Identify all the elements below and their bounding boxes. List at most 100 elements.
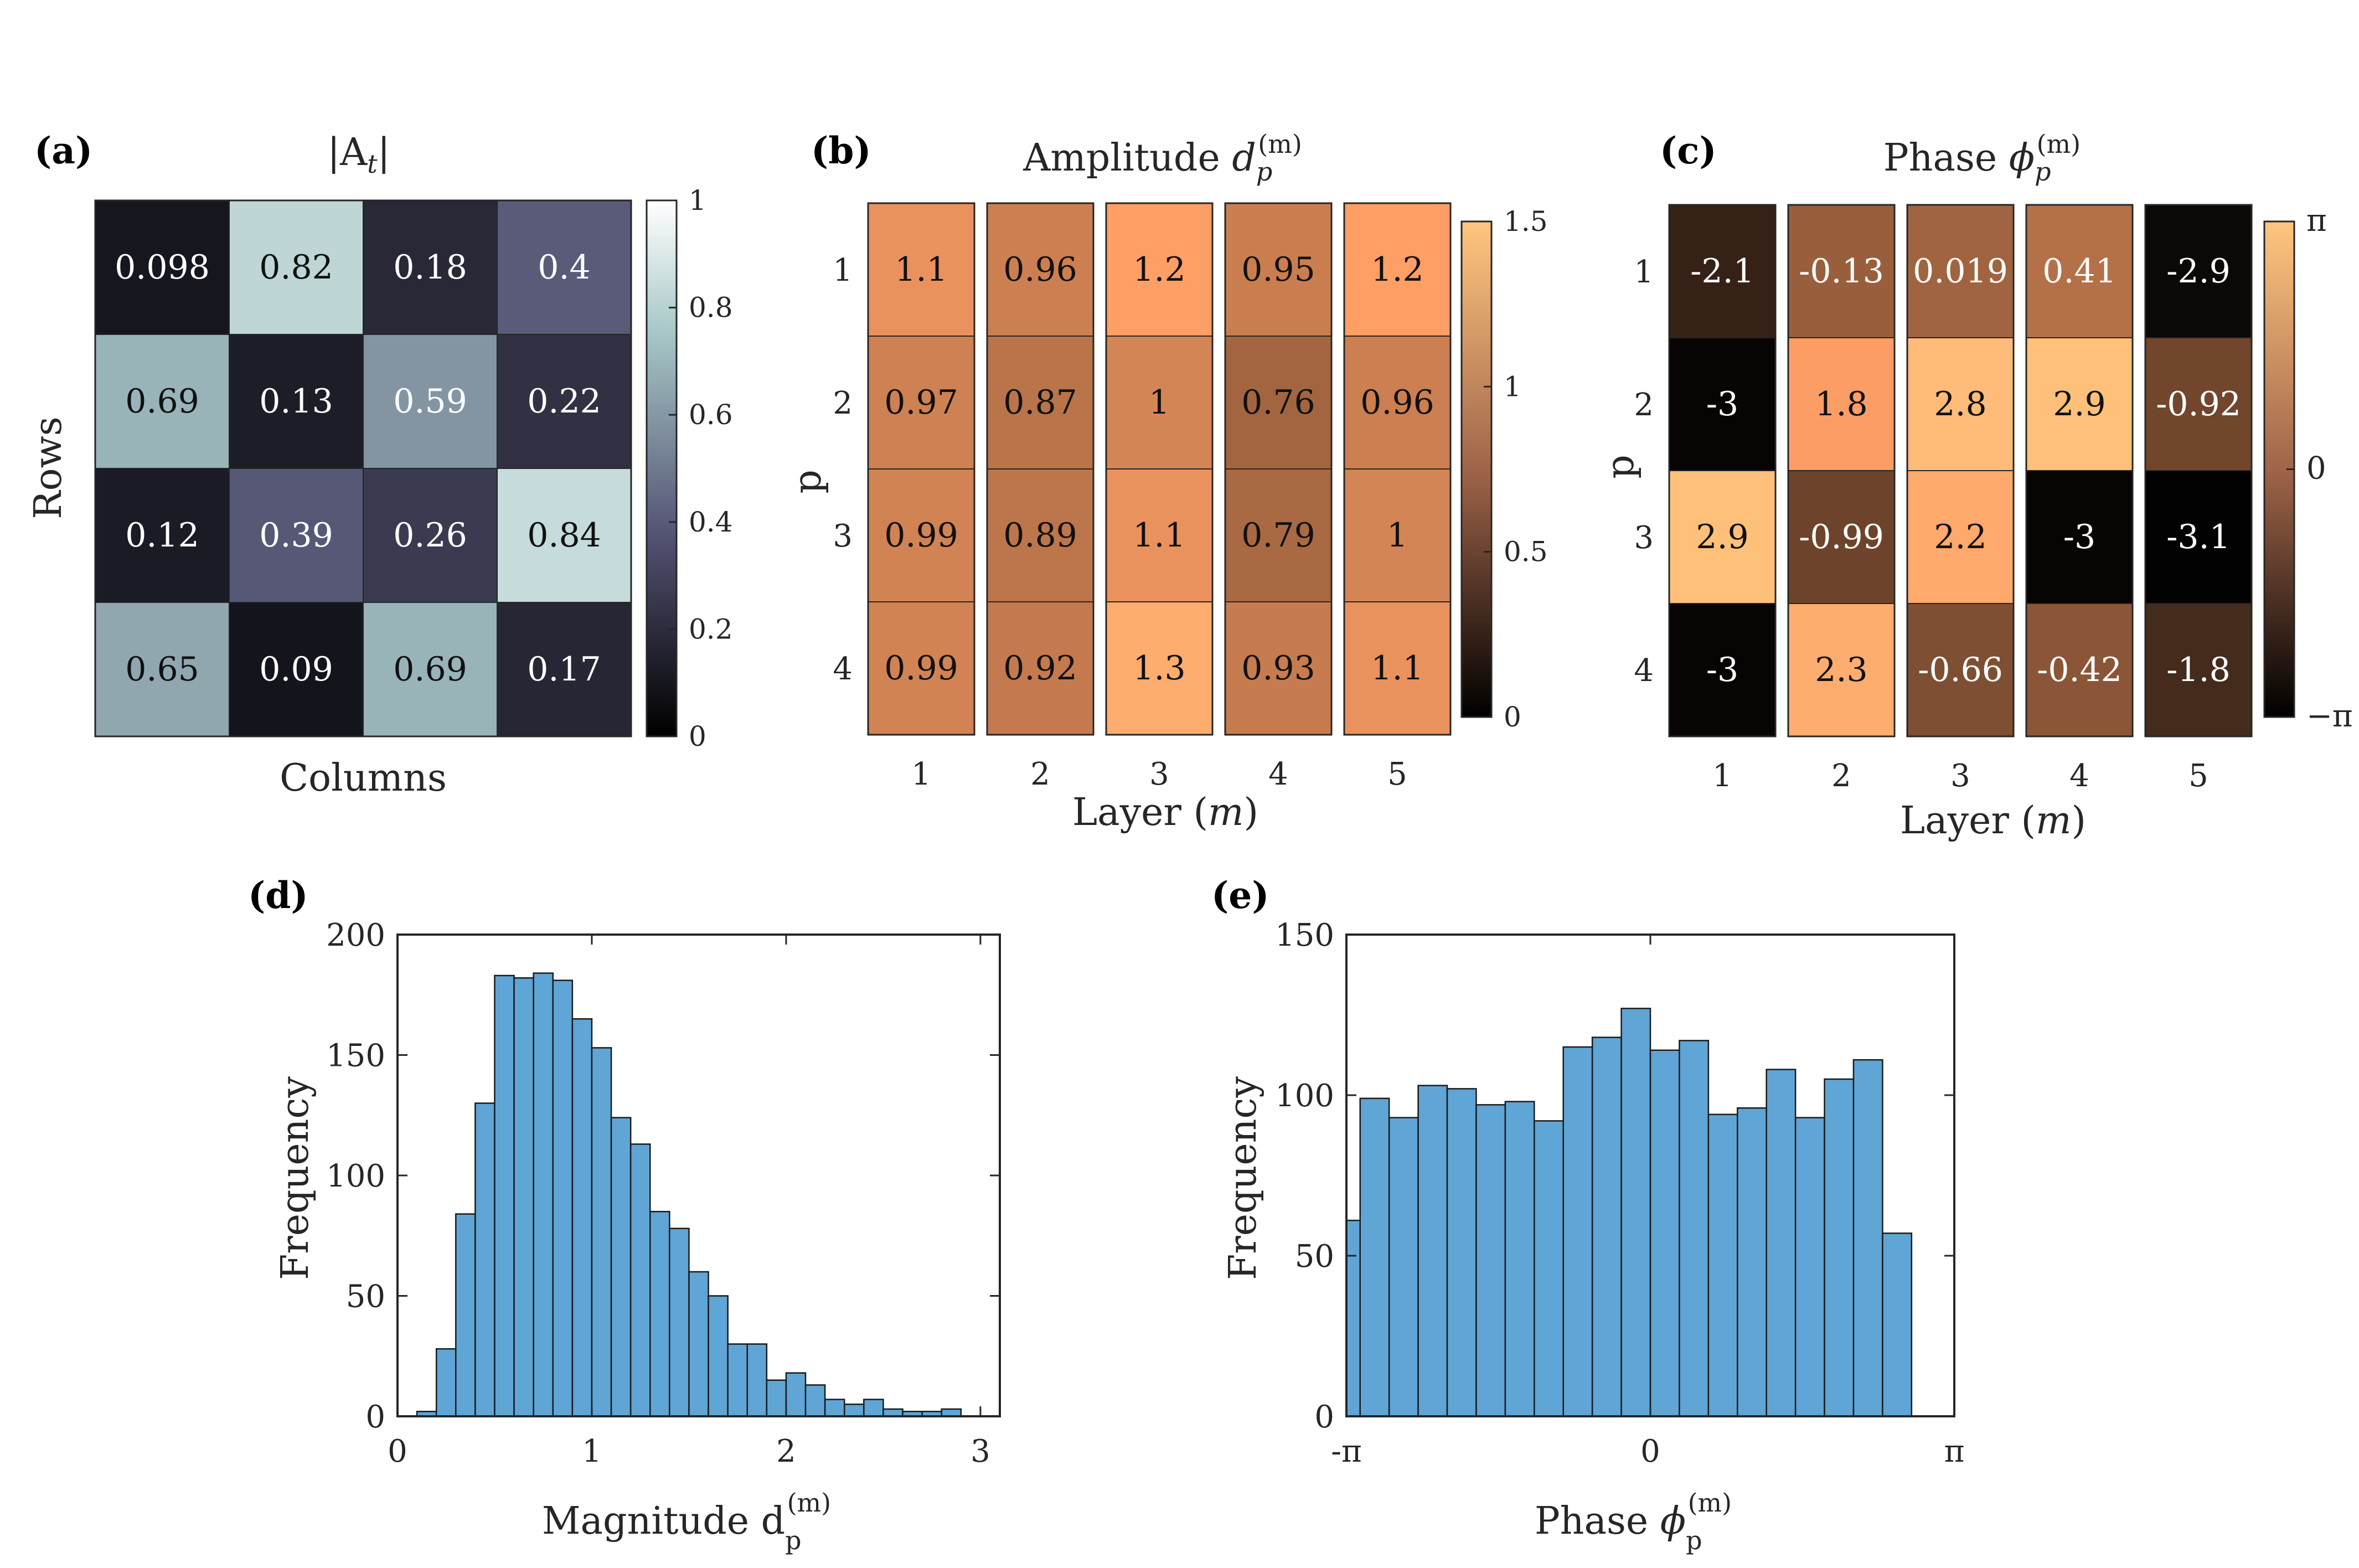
- heatmap-cell: [987, 468, 1094, 602]
- y-tick-label: 3: [833, 518, 853, 554]
- heatmap-cell-label: 0.96: [1003, 250, 1077, 289]
- heatmap-cell-label: 0.41: [2042, 252, 2117, 291]
- heatmap-cell: [229, 468, 364, 603]
- heatmap-cell-label: 1.2: [1133, 250, 1185, 289]
- heatmap-cell: [1106, 468, 1213, 602]
- heatmap-cell-label: -2.9: [2166, 252, 2231, 291]
- heatmap-cell-label: 1.1: [1371, 649, 1423, 688]
- panel-a-heatmap: 0.098 0.82 0.18 0.4 0.69 0.13 0.59 0.22 0.12 0.39…: [94, 199, 632, 737]
- panel-c-title-sup: (m): [2037, 129, 2081, 159]
- histogram-bar: [1649, 1049, 1680, 1417]
- panel-d-label: (d): [248, 874, 308, 917]
- heatmap-cell-label: -3: [1706, 385, 1738, 424]
- heatmap-cell-label: 0.09: [259, 650, 333, 689]
- heatmap-cell: [497, 602, 632, 737]
- histogram-bar: [455, 1213, 476, 1417]
- panel-a-ylabel: Rows: [27, 416, 70, 519]
- panel-b-title-sup: (m): [1258, 129, 1302, 159]
- x-tick-label: 4: [1268, 756, 1288, 792]
- y-tick-label: 0: [1314, 1399, 1334, 1435]
- panel-b-title-sym: d: [1232, 136, 1256, 180]
- histogram-bar: [766, 1379, 787, 1417]
- x-tick-label: 0: [1640, 1433, 1660, 1469]
- panel-b-title-sub: p: [1256, 157, 1272, 187]
- panel-a-title: |At|: [327, 131, 390, 179]
- histogram-bar: [1417, 1085, 1448, 1417]
- heatmap-cell: [497, 468, 632, 603]
- histogram-bar: [1620, 1008, 1651, 1417]
- colorbar-tick-label: 1.5: [1504, 205, 1548, 238]
- x-tick-label: 1: [1712, 758, 1732, 794]
- colorbar-tick-label: 0.4: [689, 506, 733, 538]
- x-tick-label: 4: [2069, 758, 2089, 794]
- panel-b-label: (b): [811, 129, 871, 172]
- heatmap-cell: [2026, 470, 2133, 604]
- histogram-bar: [435, 1348, 457, 1417]
- heatmap-cell: [2026, 337, 2133, 471]
- panel-d: (d) 0 1 2 3 0 50 100 150 200 Magnitude dp (m) Fre…: [248, 874, 1001, 1555]
- x-tick-label: 3: [1950, 758, 1970, 794]
- heatmap-cell: [2026, 603, 2133, 737]
- histogram-bar: [571, 1018, 593, 1417]
- x-tick-label: 2: [1030, 756, 1050, 792]
- histogram-bar: [1824, 1078, 1855, 1417]
- heatmap-cell-label: 0.96: [1360, 383, 1434, 422]
- heatmap-cell-label: 1.8: [1815, 385, 1867, 424]
- y-tick-label: 4: [833, 651, 853, 687]
- column-strip-frame: [986, 202, 1095, 736]
- heatmap-cell-label: 1: [1387, 516, 1408, 555]
- heatmap-cell-label: -3.1: [2166, 518, 2231, 556]
- histogram-bar: [1359, 1097, 1390, 1417]
- heatmap-cell: [1225, 468, 1332, 602]
- heatmap-cell-label: 0.65: [125, 650, 199, 689]
- heatmap-cell-label: -0.92: [2156, 385, 2241, 424]
- colorbar-tick-label: 1: [689, 184, 706, 216]
- y-tick-label: 150: [1275, 917, 1334, 953]
- heatmap-cell: [987, 601, 1094, 735]
- histogram-bar: [552, 979, 574, 1417]
- heatmap-cell: [2145, 470, 2252, 604]
- column-strip-frame: [1105, 202, 1214, 736]
- y-tick-label: 150: [326, 1038, 385, 1074]
- y-tick-label: 1: [1634, 254, 1654, 290]
- histogram-bar: [1475, 1104, 1506, 1417]
- heatmap-cell-label: 0.82: [259, 248, 333, 287]
- panel-c-label: (c): [1660, 129, 1717, 172]
- column-strip-frame: [867, 202, 975, 736]
- panel-c-heatmap: -2.1 -0.13 0.019 0.41 -2.9 -3 1.8 2.8 2.9 -0.92 2.…: [1668, 204, 2253, 737]
- panel-c-title-sym: ϕ: [2009, 136, 2035, 180]
- heatmap-cell-label: -1.8: [2166, 651, 2231, 689]
- panel-e-ylabel: Frequency: [1221, 1076, 1265, 1280]
- heatmap-cell: [1106, 336, 1213, 470]
- panel-c-colorbar-ticks: −π 0 π: [2286, 203, 2353, 734]
- histogram-bar: [1679, 1040, 1710, 1417]
- x-tick-label: 5: [2188, 758, 2208, 794]
- panel-c-xlabel-sym: m: [2036, 799, 2071, 843]
- histogram-bar: [688, 1271, 709, 1417]
- panel-a-colorbar-ticks: 0 0.2 0.4 0.6 0.8 1: [669, 184, 733, 752]
- heatmap-cell-label: 1.1: [1133, 516, 1185, 555]
- colorbar-tick-label: π: [2306, 203, 2327, 239]
- heatmap-cell-label: 2.9: [2053, 385, 2105, 424]
- panel-b-heatmap: 1.1 0.96 1.2 0.95 1.2 0.97 0.87 1 0.76 0.96 0.99 0.…: [867, 202, 1452, 736]
- heatmap-cell: [497, 334, 632, 469]
- heatmap-cell-label: -3: [2063, 518, 2095, 556]
- colorbar-tick-label: 0.6: [689, 399, 733, 431]
- histogram-bar: [591, 1047, 612, 1417]
- panel-b-xlabel-end: ): [1243, 791, 1258, 834]
- heatmap-cell: [1106, 203, 1213, 337]
- histogram-bar: [785, 1372, 807, 1417]
- heatmap-cell: [1788, 337, 1895, 471]
- heatmap-cell-label: 2.9: [1696, 518, 1748, 556]
- panel-d-xlabel: Magnitude dp (m): [542, 1488, 831, 1555]
- histogram-bar: [1504, 1101, 1535, 1417]
- heatmap-cell-label: 0.92: [1003, 649, 1077, 688]
- heatmap-cell-label: 1.3: [1133, 649, 1185, 688]
- colorbar-tick-label: 0: [689, 720, 706, 752]
- panel-c-title: Phase ϕp(m): [1883, 129, 2081, 187]
- histogram-bar: [1707, 1113, 1738, 1417]
- panel-e-xlabel: Phase ϕp (m): [1535, 1488, 1732, 1555]
- heatmap-cell-label: 0.18: [393, 248, 467, 287]
- heatmap-cell: [1106, 601, 1213, 735]
